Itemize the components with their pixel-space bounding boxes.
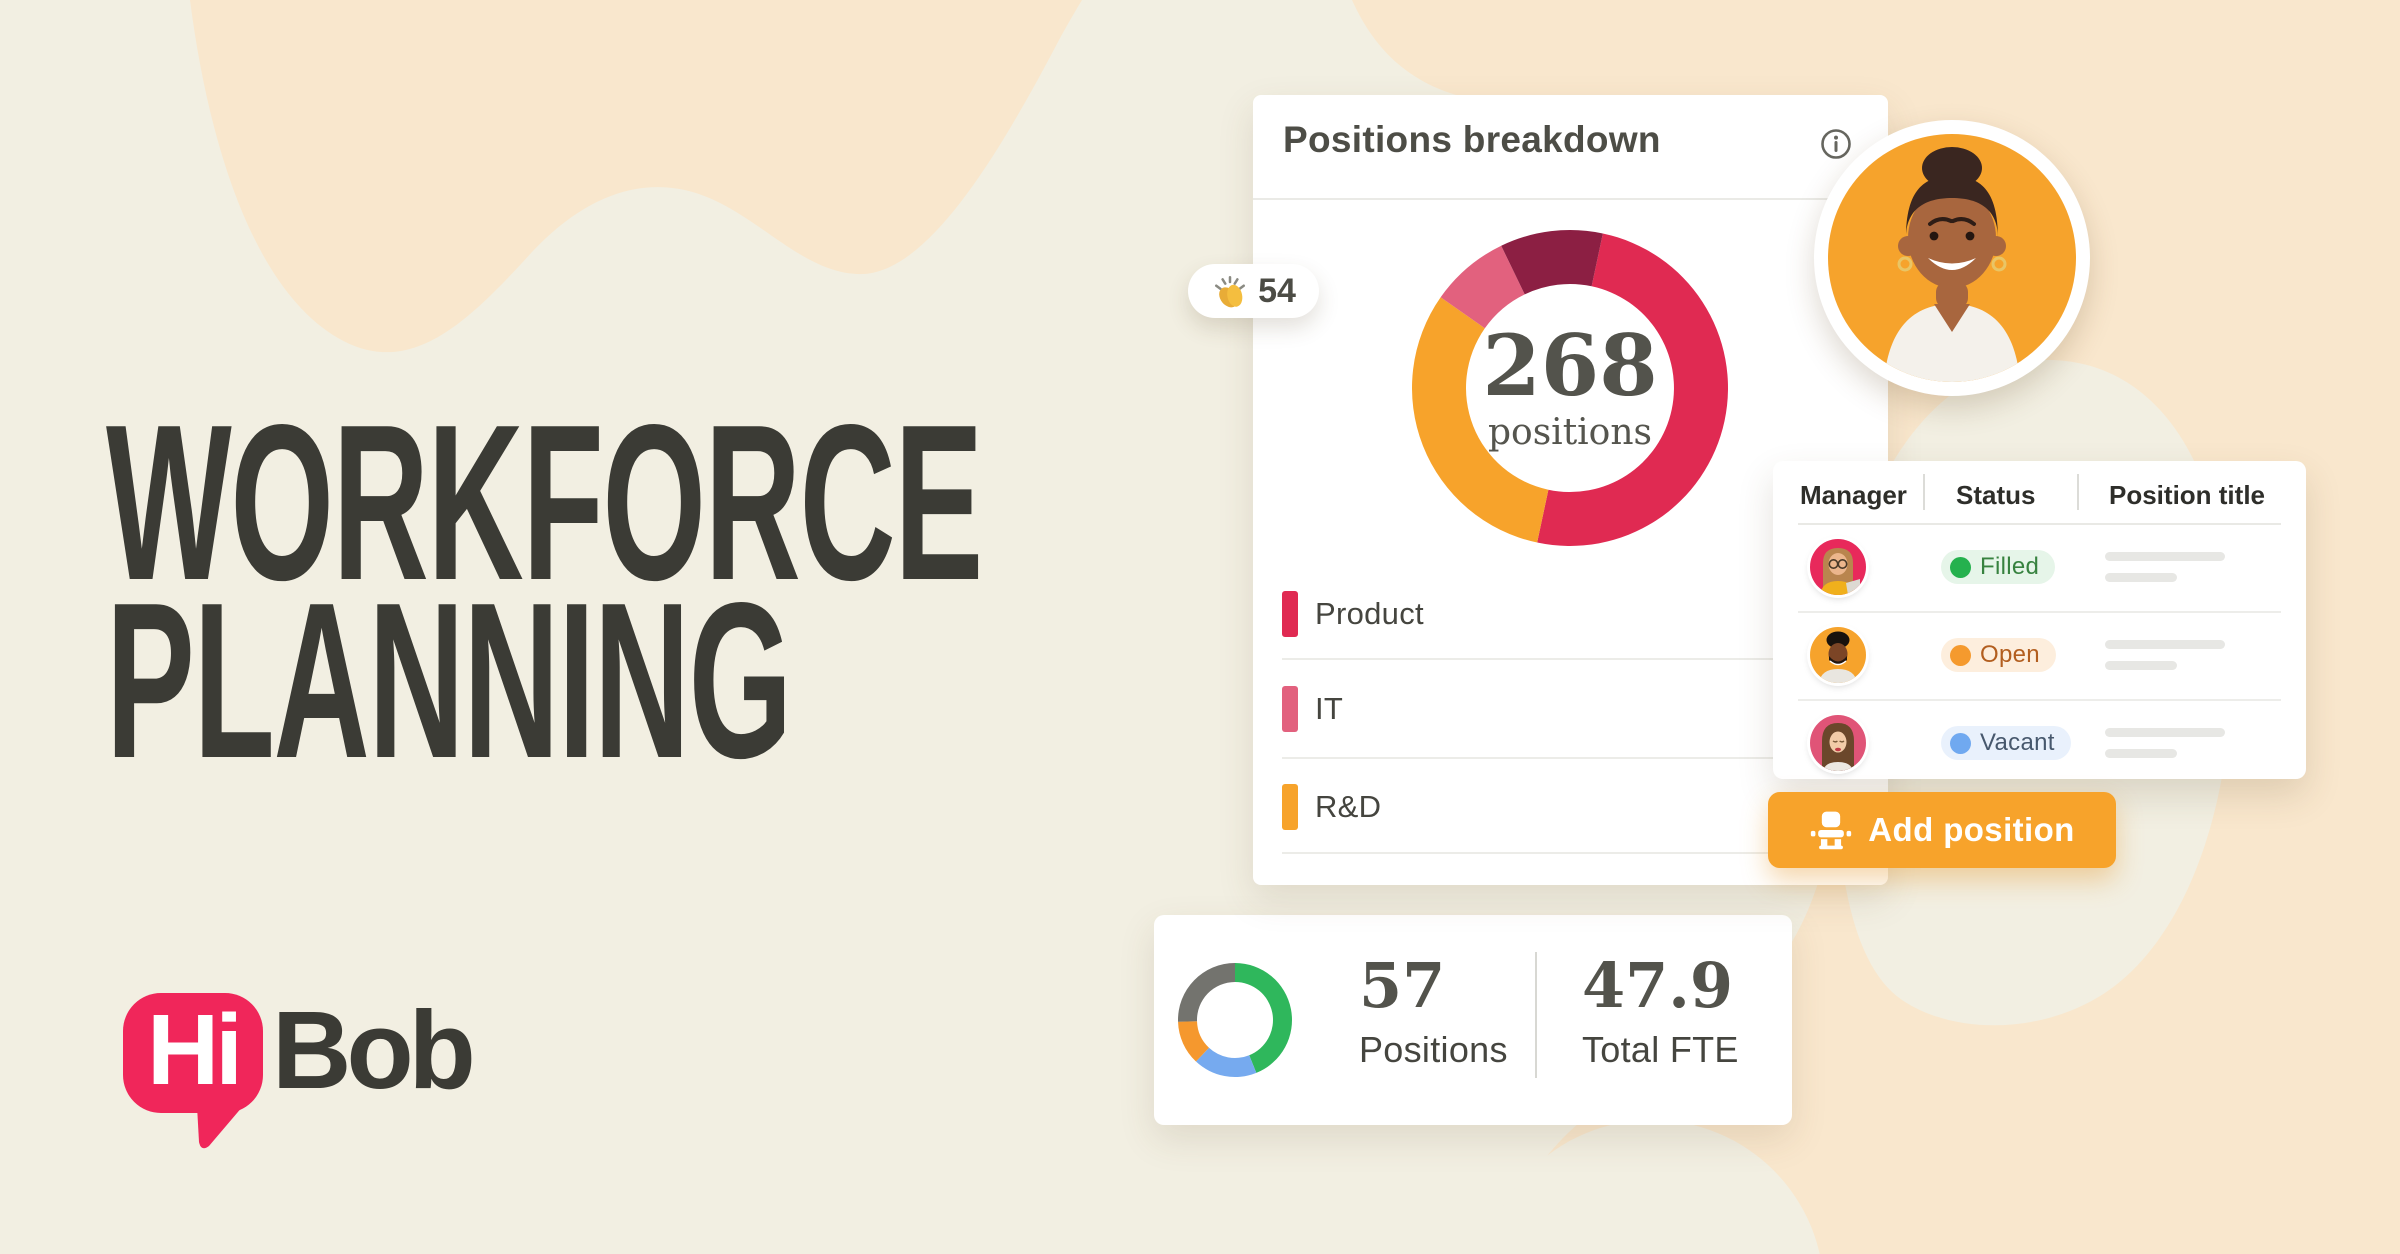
logo-brand-text: Bob: [272, 989, 476, 1112]
legend-swatch-it: [1282, 686, 1298, 732]
table-header-divider: [1798, 523, 2281, 525]
total-fte-stat: 47.9 Total FTE: [1582, 955, 1739, 1071]
positions-table-card: Manager Status Position title: [1773, 461, 2306, 779]
donut-center-value: 268: [1482, 315, 1658, 415]
legend-item-product[interactable]: Product: [1282, 591, 1424, 637]
page-title-line-1: WORKFORCE: [106, 379, 983, 627]
legend-label-rnd: R&D: [1315, 789, 1382, 824]
donut-center-label: positions: [1487, 411, 1653, 453]
logo-bubble-text: Hi: [147, 993, 243, 1106]
positions-stat: 57 Positions: [1359, 955, 1508, 1071]
column-header-manager: Manager: [1800, 480, 1907, 510]
column-separator: [2077, 474, 2079, 510]
status-dot-filled: [1950, 556, 1971, 578]
column-separator: [1923, 474, 1925, 510]
page-title-line-2: PLANNING: [106, 556, 792, 805]
manager-avatar: [1810, 715, 1866, 771]
status-badge: Vacant: [1941, 726, 2071, 760]
placeholder-bar: [2105, 728, 2225, 737]
employee-avatar-illustration: [1828, 134, 2076, 382]
legend-divider: [1282, 757, 1858, 759]
legend-label-product: Product: [1315, 596, 1424, 631]
kudos-badge[interactable]: 54: [1188, 264, 1319, 318]
column-header-position-title: Position title: [2109, 480, 2265, 510]
placeholder-bar: [2105, 749, 2177, 758]
legend-swatch-product: [1282, 591, 1298, 637]
stats-divider: [1535, 952, 1537, 1078]
office-chair-icon: [1811, 811, 1852, 850]
info-icon: [1821, 129, 1851, 159]
page-title: WORKFORCE PLANNING: [106, 379, 983, 805]
manager-avatar: [1810, 539, 1866, 595]
positions-donut-chart[interactable]: [1410, 228, 1730, 548]
card-header-divider: [1253, 198, 1888, 200]
placeholder-bar: [2105, 661, 2177, 670]
clapping-hands-icon: [1215, 276, 1246, 308]
positions-summary-card: 57 Positions 47.9 Total FTE: [1154, 915, 1792, 1125]
card-title: Positions breakdown: [1283, 119, 1661, 160]
add-position-button[interactable]: Add position: [1768, 792, 2116, 868]
employee-avatar[interactable]: [1814, 120, 2090, 396]
status-label: Filled: [1980, 553, 2040, 580]
status-label: Open: [1980, 641, 2040, 668]
total-fte-stat-label: Total FTE: [1582, 1029, 1739, 1070]
status-badge: Filled: [1941, 550, 2056, 584]
table-row-divider: [1798, 699, 2281, 701]
column-header-status: Status: [1956, 480, 2036, 510]
table-row[interactable]: Open: [1773, 611, 2306, 699]
manager-avatar: [1810, 627, 1866, 683]
positions-stat-label: Positions: [1359, 1029, 1508, 1070]
add-position-label: Add position: [1868, 811, 2075, 848]
total-fte-stat-value: 47.9: [1582, 949, 1734, 1022]
status-label: Vacant: [1980, 729, 2055, 756]
legend-item-rnd[interactable]: R&D: [1282, 784, 1381, 830]
background-blob-top-left: [190, 0, 1082, 353]
table-row-divider: [1798, 611, 2281, 613]
table-row[interactable]: Vacant: [1773, 699, 2306, 787]
status-badge: Open: [1941, 638, 2056, 672]
table-row[interactable]: Filled: [1773, 523, 2306, 611]
info-icon-button[interactable]: [1820, 128, 1852, 160]
legend-item-it[interactable]: IT: [1282, 686, 1343, 732]
summary-donut-chart: [1178, 963, 1292, 1077]
legend-divider: [1282, 658, 1858, 660]
kudos-count: 54: [1258, 271, 1296, 310]
placeholder-bar: [2105, 552, 2225, 561]
logo-speech-bubble-tail: [197, 1106, 243, 1149]
logo-speech-bubble: Hi: [123, 993, 263, 1113]
background-blob-cream-bottom: [1484, 1120, 1820, 1254]
status-dot-open: [1950, 644, 1971, 666]
legend-swatch-rnd: [1282, 784, 1298, 830]
donut-center-text: 268 positions: [1410, 228, 1730, 548]
placeholder-bar: [2105, 640, 2225, 649]
legend-label-it: IT: [1315, 691, 1344, 726]
placeholder-bar: [2105, 573, 2177, 582]
status-dot-vacant: [1950, 732, 1971, 754]
positions-stat-value: 57: [1359, 949, 1446, 1022]
legend-divider: [1282, 852, 1858, 854]
